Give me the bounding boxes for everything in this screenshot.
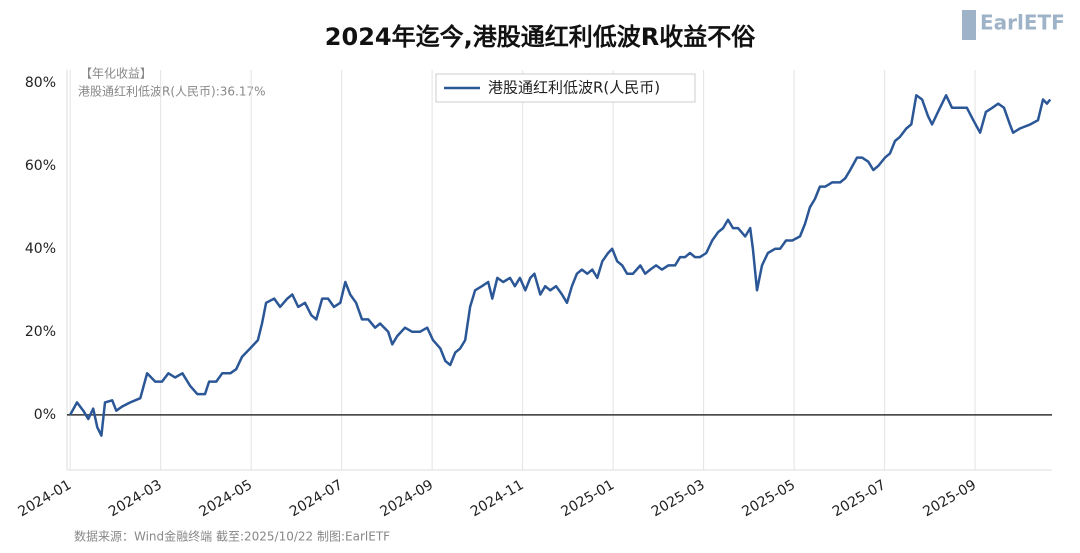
annotation: 【年化收益】 <box>80 67 152 81</box>
logo-mark <box>962 10 976 40</box>
line-series <box>69 94 1052 437</box>
legend: 港股通红利低波R(人民币) <box>435 73 696 103</box>
y-tick-label: 60% <box>25 158 56 174</box>
y-tick-label: 20% <box>25 324 56 340</box>
logo-text: EarlETF <box>980 11 1065 35</box>
legend-label: 港股通红利低波R(人民币) <box>488 79 660 97</box>
annotation: 港股通红利低波R(人民币):36.17% <box>78 84 266 99</box>
logo: EarlETF <box>962 10 1065 40</box>
chart-title: 2024年迄今,港股通红利低波R收益不俗 <box>325 23 756 51</box>
y-tick-label: 80% <box>25 75 56 91</box>
y-tick-label: 40% <box>25 241 56 257</box>
source: 数据来源：Wind金融终端 截至:2025/10/22 制图:EarlETF <box>74 529 390 544</box>
y-tick-label: 0% <box>34 407 56 423</box>
